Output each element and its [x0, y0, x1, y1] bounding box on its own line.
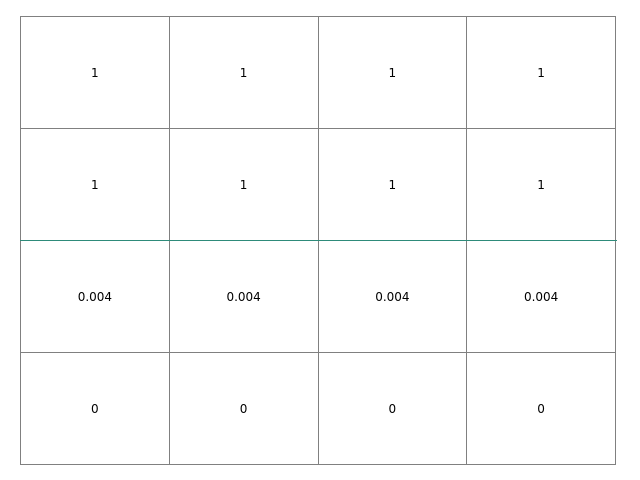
table-cell: 1	[466, 128, 616, 241]
table-cell: 1	[20, 16, 170, 129]
table-cell: 0.004	[20, 240, 170, 353]
table-cell: 1	[466, 16, 616, 129]
table-cell: 0	[20, 352, 170, 465]
table-cell: 0	[168, 352, 319, 465]
table-cell: 0	[466, 352, 616, 465]
table-cell: 1	[317, 16, 468, 129]
table-cell: 1	[20, 128, 170, 241]
data-table: 1 1 1 1 1 1 1 1 0.004 0.004 0.004 0.004 0 0 0 0	[20, 16, 616, 465]
table-cell: 0.004	[168, 240, 319, 353]
table-cell: 1	[168, 128, 319, 241]
table-cell: 1	[168, 16, 319, 129]
table-cell: 0.004	[466, 240, 616, 353]
table-cell: 0.004	[317, 240, 468, 353]
table-body: 1 1 1 1 1 1 1 1 0.004 0.004 0.004 0.004 0 0 0 0	[20, 16, 616, 465]
table-row: 0.004 0.004 0.004 0.004	[20, 240, 616, 353]
table-container: 1 1 1 1 1 1 1 1 0.004 0.004 0.004 0.004 0 0 0 0	[20, 16, 616, 465]
table-cell: 1	[317, 128, 468, 241]
table-cell: 0	[317, 352, 468, 465]
